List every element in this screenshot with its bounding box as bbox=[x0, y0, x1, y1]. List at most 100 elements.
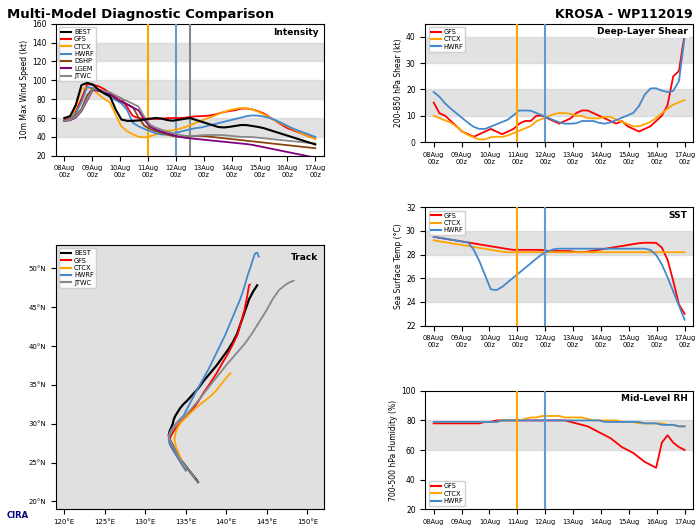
LGEM bbox=[191, 136, 200, 142]
BEST bbox=[89, 81, 97, 88]
DSHP bbox=[311, 145, 319, 151]
JTWC bbox=[60, 118, 69, 124]
LGEM bbox=[277, 148, 286, 154]
DSHP bbox=[209, 134, 217, 140]
Bar bbox=[426, 278, 693, 302]
Y-axis label: Sea Surface Temp (°C): Sea Surface Temp (°C) bbox=[394, 224, 403, 309]
BEST bbox=[123, 118, 132, 124]
LGEM bbox=[283, 149, 291, 155]
BEST bbox=[300, 138, 308, 144]
Line: CTCX: CTCX bbox=[64, 88, 315, 139]
LGEM bbox=[260, 144, 268, 150]
CTCX bbox=[129, 131, 137, 138]
LGEM bbox=[186, 135, 194, 141]
JTWC bbox=[111, 92, 120, 99]
DSHP bbox=[66, 117, 74, 123]
LGEM bbox=[231, 140, 239, 146]
DSHP bbox=[180, 134, 188, 140]
GFS bbox=[220, 109, 228, 116]
LGEM bbox=[66, 117, 74, 123]
DSHP bbox=[300, 144, 308, 150]
JTWC bbox=[300, 139, 308, 145]
HWRF bbox=[243, 113, 251, 119]
DSHP bbox=[214, 134, 223, 141]
CTCX bbox=[169, 127, 177, 133]
GFS bbox=[106, 90, 114, 97]
HWRF bbox=[283, 122, 291, 129]
JTWC bbox=[71, 113, 80, 120]
JTWC bbox=[288, 138, 297, 144]
HWRF bbox=[111, 97, 120, 103]
DSHP bbox=[225, 136, 234, 142]
GFS bbox=[134, 115, 143, 121]
BEST bbox=[100, 90, 108, 97]
DSHP bbox=[77, 106, 85, 112]
DSHP bbox=[283, 142, 291, 148]
HWRF bbox=[203, 123, 211, 129]
JTWC bbox=[271, 136, 279, 143]
JTWC bbox=[169, 130, 177, 136]
JTWC bbox=[305, 140, 314, 146]
LGEM bbox=[134, 107, 143, 113]
JTWC bbox=[140, 113, 148, 120]
Text: Mid-Level RH: Mid-Level RH bbox=[621, 394, 687, 403]
BEST bbox=[237, 122, 245, 128]
LGEM bbox=[83, 97, 92, 103]
Bar bbox=[426, 421, 693, 450]
GFS bbox=[169, 115, 177, 121]
Legend: BEST, GFS, CTCX, HWRF, DSHP, LGEM, JTWC: BEST, GFS, CTCX, HWRF, DSHP, LGEM, JTWC bbox=[60, 27, 96, 81]
CTCX bbox=[305, 134, 314, 140]
GFS bbox=[163, 115, 172, 121]
LGEM bbox=[169, 132, 177, 138]
CTCX bbox=[163, 128, 172, 134]
LGEM bbox=[311, 154, 319, 161]
GFS bbox=[209, 112, 217, 118]
JTWC bbox=[123, 98, 132, 104]
GFS bbox=[277, 121, 286, 128]
CTCX bbox=[294, 129, 302, 135]
BEST bbox=[66, 113, 74, 119]
Line: DSHP: DSHP bbox=[64, 88, 315, 148]
Text: KROSA - WP112019: KROSA - WP112019 bbox=[555, 8, 693, 21]
GFS bbox=[146, 116, 154, 122]
LGEM bbox=[100, 89, 108, 96]
BEST bbox=[186, 115, 194, 121]
CTCX bbox=[243, 105, 251, 111]
BEST bbox=[111, 107, 120, 113]
Text: Track: Track bbox=[291, 253, 318, 262]
DSHP bbox=[111, 96, 120, 102]
JTWC bbox=[157, 127, 165, 133]
LGEM bbox=[106, 91, 114, 97]
CTCX bbox=[111, 112, 120, 118]
DSHP bbox=[231, 136, 239, 143]
BEST bbox=[254, 124, 262, 130]
HWRF bbox=[265, 115, 274, 121]
CTCX bbox=[248, 107, 257, 113]
LGEM bbox=[243, 141, 251, 147]
CTCX bbox=[209, 113, 217, 120]
CTCX bbox=[146, 133, 154, 140]
CTCX bbox=[260, 111, 268, 118]
JTWC bbox=[174, 131, 183, 138]
JTWC bbox=[237, 134, 245, 140]
GFS bbox=[271, 118, 279, 124]
CTCX bbox=[117, 123, 125, 130]
DSHP bbox=[271, 141, 279, 147]
GFS bbox=[288, 127, 297, 133]
GFS bbox=[129, 113, 137, 119]
GFS bbox=[237, 106, 245, 112]
BEST bbox=[71, 102, 80, 108]
DSHP bbox=[100, 88, 108, 94]
JTWC bbox=[134, 103, 143, 110]
Bar bbox=[56, 118, 323, 137]
BEST bbox=[271, 129, 279, 135]
DSHP bbox=[237, 137, 245, 143]
BEST bbox=[94, 87, 103, 93]
LGEM bbox=[157, 128, 165, 134]
JTWC bbox=[311, 140, 319, 146]
GFS bbox=[151, 116, 160, 122]
Text: Multi-Model Diagnostic Comparison: Multi-Model Diagnostic Comparison bbox=[7, 8, 274, 21]
HWRF bbox=[260, 113, 268, 120]
DSHP bbox=[260, 140, 268, 146]
BEST bbox=[294, 136, 302, 142]
